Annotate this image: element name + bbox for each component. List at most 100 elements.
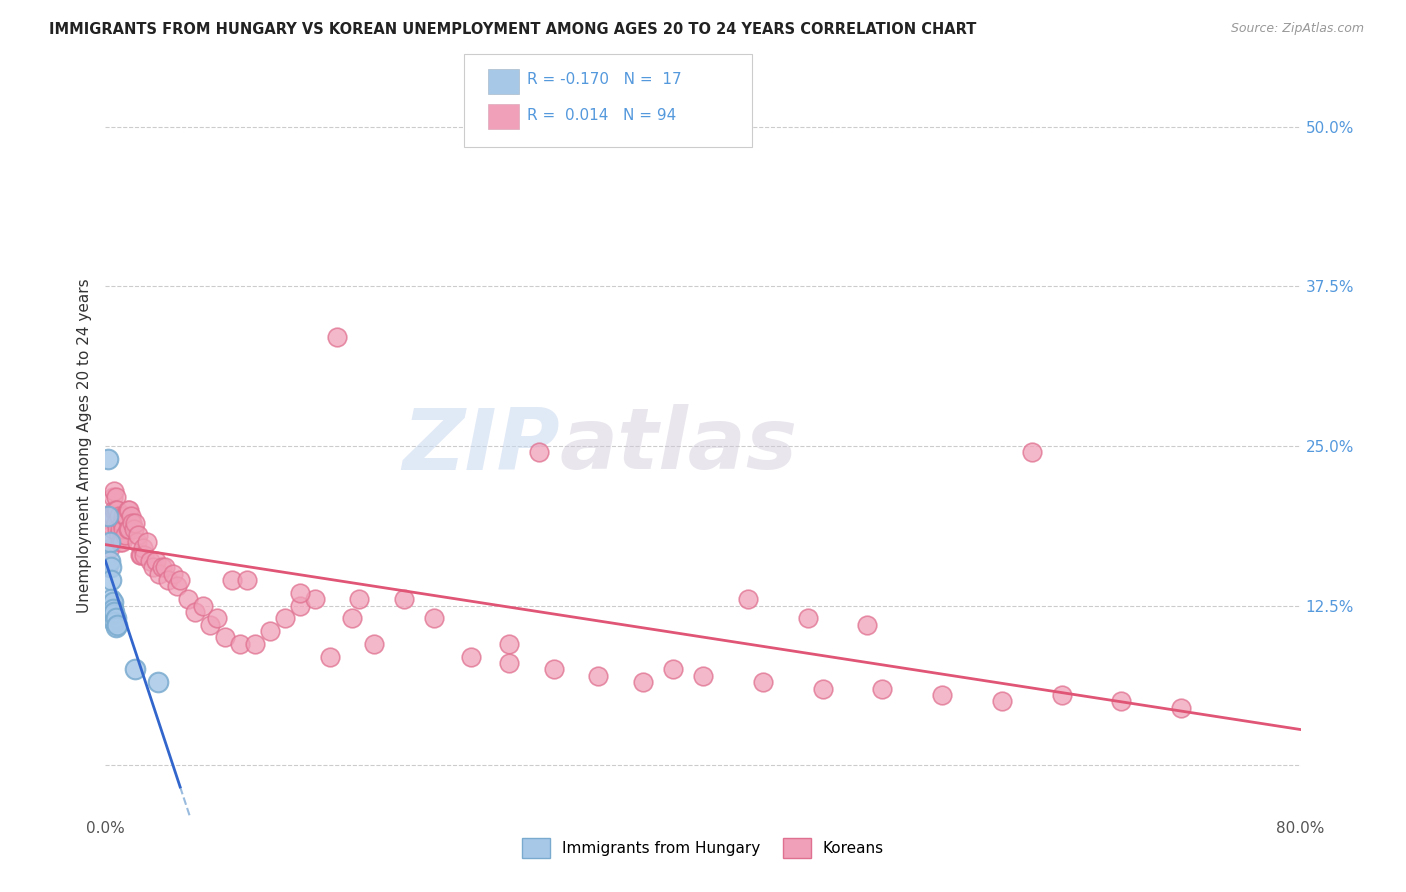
Point bbox=[318, 649, 340, 664]
Point bbox=[128, 548, 150, 562]
Point bbox=[101, 607, 124, 622]
Text: atlas: atlas bbox=[560, 404, 797, 488]
Point bbox=[132, 541, 155, 555]
Text: Source: ZipAtlas.com: Source: ZipAtlas.com bbox=[1230, 22, 1364, 36]
Point bbox=[527, 445, 550, 459]
Point bbox=[121, 516, 143, 530]
Point bbox=[340, 611, 363, 625]
Point bbox=[288, 599, 311, 613]
Point bbox=[98, 509, 121, 524]
Point bbox=[214, 631, 236, 645]
Point bbox=[588, 669, 610, 683]
Point bbox=[349, 592, 371, 607]
Point bbox=[98, 534, 121, 549]
Point bbox=[796, 611, 818, 625]
Point bbox=[139, 554, 162, 568]
Point bbox=[243, 637, 266, 651]
Point bbox=[112, 522, 135, 536]
Point bbox=[114, 509, 136, 524]
Point bbox=[101, 490, 124, 504]
Point bbox=[169, 573, 191, 587]
Point bbox=[120, 509, 142, 524]
Point bbox=[273, 611, 295, 625]
Point bbox=[125, 534, 148, 549]
Point bbox=[162, 566, 184, 581]
Point bbox=[104, 611, 127, 625]
Point bbox=[115, 509, 138, 524]
Point bbox=[176, 592, 198, 607]
Point bbox=[394, 592, 416, 607]
Point bbox=[737, 592, 759, 607]
Y-axis label: Unemployment Among Ages 20 to 24 years: Unemployment Among Ages 20 to 24 years bbox=[77, 278, 93, 614]
Point bbox=[198, 617, 221, 632]
Point bbox=[112, 509, 135, 524]
Point bbox=[101, 602, 124, 616]
Point bbox=[662, 662, 685, 676]
Point bbox=[931, 688, 953, 702]
Point bbox=[259, 624, 281, 639]
Point bbox=[460, 649, 482, 664]
Point bbox=[111, 534, 134, 549]
Point bbox=[110, 522, 132, 536]
Point bbox=[104, 620, 127, 634]
Point bbox=[543, 662, 565, 676]
Point bbox=[100, 592, 122, 607]
Point bbox=[304, 592, 326, 607]
Point bbox=[104, 516, 127, 530]
Point bbox=[872, 681, 894, 696]
Point bbox=[148, 566, 170, 581]
Point bbox=[97, 451, 120, 466]
Point bbox=[1050, 688, 1073, 702]
Point bbox=[229, 637, 252, 651]
Point bbox=[692, 669, 714, 683]
Point bbox=[97, 560, 120, 574]
Point bbox=[103, 615, 125, 629]
Point bbox=[100, 509, 122, 524]
Point bbox=[363, 637, 385, 651]
Point bbox=[110, 534, 132, 549]
Point bbox=[990, 694, 1012, 708]
Point bbox=[103, 605, 125, 619]
Point bbox=[1170, 700, 1192, 714]
Point bbox=[155, 560, 177, 574]
Point bbox=[423, 611, 446, 625]
Point bbox=[811, 681, 834, 696]
Text: ZIP: ZIP bbox=[402, 404, 560, 488]
Point bbox=[633, 675, 655, 690]
Point bbox=[108, 528, 131, 542]
Point bbox=[118, 522, 141, 536]
Point bbox=[856, 617, 879, 632]
Text: R =  0.014   N = 94: R = 0.014 N = 94 bbox=[527, 108, 676, 122]
Point bbox=[101, 595, 124, 609]
Point bbox=[326, 330, 349, 344]
Point bbox=[111, 516, 134, 530]
Point bbox=[157, 573, 180, 587]
Point bbox=[117, 503, 139, 517]
Point bbox=[1021, 445, 1043, 459]
Point bbox=[207, 611, 229, 625]
Point bbox=[98, 541, 121, 555]
Point bbox=[498, 656, 520, 670]
Point bbox=[117, 522, 139, 536]
Point bbox=[104, 490, 127, 504]
Point bbox=[146, 675, 169, 690]
Point bbox=[150, 560, 173, 574]
Point bbox=[142, 560, 165, 574]
Point bbox=[236, 573, 259, 587]
Point bbox=[166, 579, 188, 593]
Point bbox=[107, 522, 129, 536]
Point bbox=[100, 560, 122, 574]
Point bbox=[104, 503, 127, 517]
Point bbox=[101, 509, 124, 524]
Point bbox=[98, 554, 121, 568]
Text: R = -0.170   N =  17: R = -0.170 N = 17 bbox=[527, 72, 682, 87]
Point bbox=[191, 599, 214, 613]
Point bbox=[184, 605, 207, 619]
Point bbox=[221, 573, 243, 587]
Point bbox=[124, 516, 146, 530]
Point bbox=[100, 528, 122, 542]
Point bbox=[129, 548, 153, 562]
Point bbox=[100, 573, 122, 587]
Point bbox=[134, 548, 156, 562]
Text: IMMIGRANTS FROM HUNGARY VS KOREAN UNEMPLOYMENT AMONG AGES 20 TO 24 YEARS CORRELA: IMMIGRANTS FROM HUNGARY VS KOREAN UNEMPL… bbox=[49, 22, 977, 37]
